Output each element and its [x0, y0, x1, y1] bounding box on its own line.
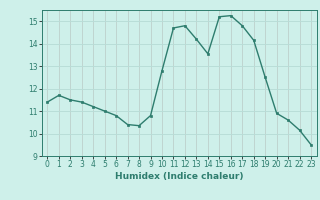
X-axis label: Humidex (Indice chaleur): Humidex (Indice chaleur): [115, 172, 244, 181]
